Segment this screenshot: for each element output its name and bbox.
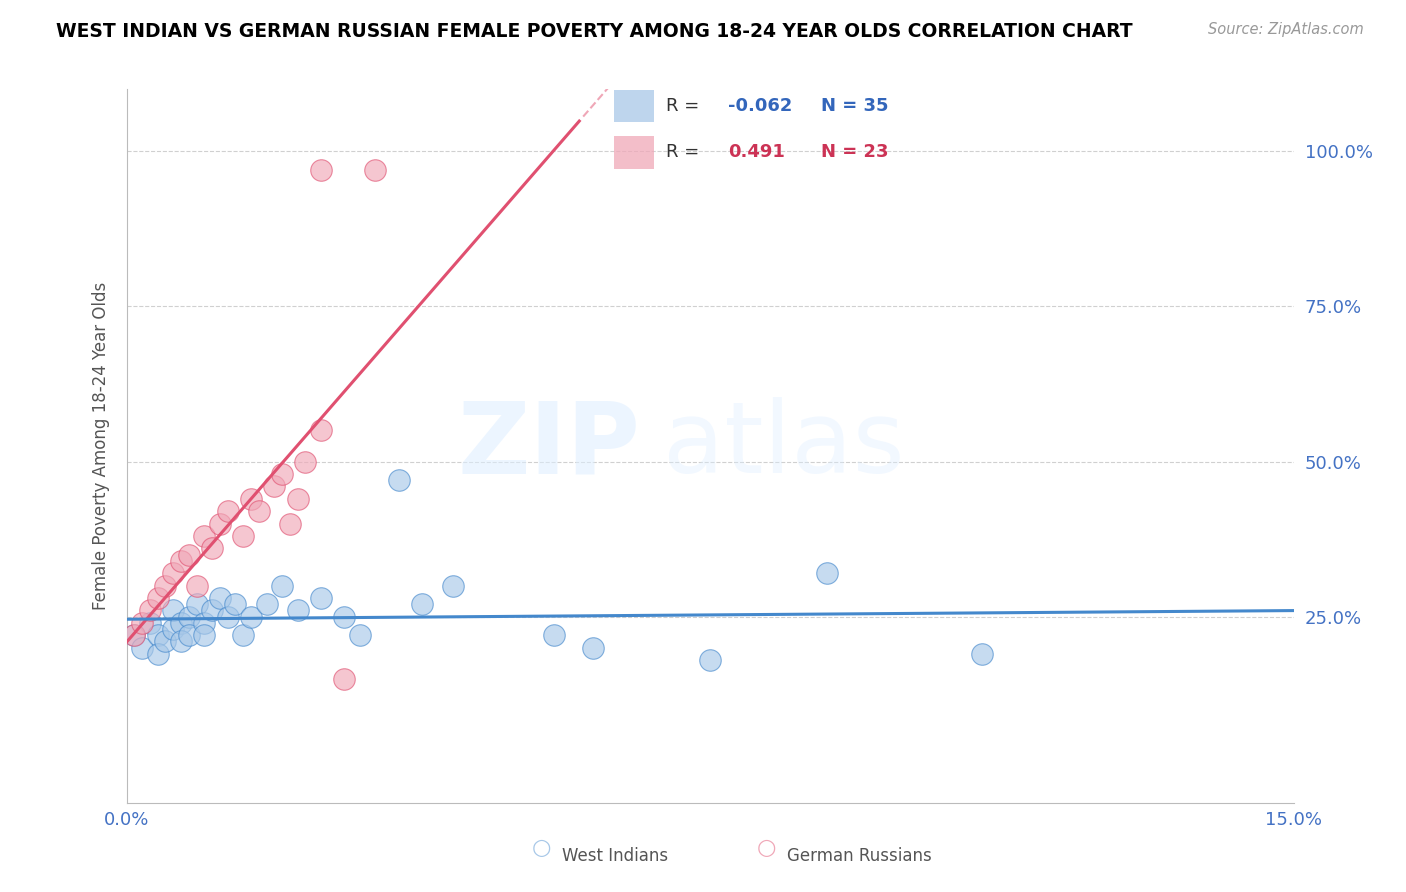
Point	[193, 615, 215, 630]
Text: -0.062: -0.062	[728, 97, 793, 115]
FancyBboxPatch shape	[614, 90, 654, 122]
Point	[388, 473, 411, 487]
Text: WEST INDIAN VS GERMAN RUSSIAN FEMALE POVERTY AMONG 18-24 YEAR OLDS CORRELATION C: WEST INDIAN VS GERMAN RUSSIAN FEMALE POV…	[56, 22, 1133, 41]
Point	[124, 628, 146, 642]
Text: ZIP: ZIP	[457, 398, 640, 494]
Text: ○: ○	[531, 838, 551, 858]
Point	[208, 591, 231, 605]
Point	[232, 529, 254, 543]
Point	[309, 424, 332, 438]
Point	[217, 609, 239, 624]
Point	[201, 603, 224, 617]
Point	[224, 597, 246, 611]
Point	[699, 653, 721, 667]
Point	[208, 516, 231, 531]
Point	[815, 566, 838, 581]
Point	[193, 628, 215, 642]
Text: German Russians: German Russians	[787, 847, 932, 865]
Point	[972, 647, 994, 661]
Point	[155, 634, 177, 648]
Text: ○: ○	[756, 838, 776, 858]
Point	[177, 609, 200, 624]
Point	[309, 591, 332, 605]
Text: atlas: atlas	[664, 398, 905, 494]
Text: R =: R =	[666, 97, 700, 115]
Point	[333, 672, 356, 686]
Point	[170, 634, 193, 648]
Point	[146, 591, 169, 605]
Point	[247, 504, 270, 518]
Text: R =: R =	[666, 143, 700, 161]
Point	[186, 597, 208, 611]
Point	[263, 479, 285, 493]
Point	[155, 579, 177, 593]
Point	[411, 597, 433, 611]
Point	[309, 162, 332, 177]
Point	[278, 516, 301, 531]
Point	[201, 541, 224, 556]
Point	[170, 554, 193, 568]
Text: Source: ZipAtlas.com: Source: ZipAtlas.com	[1208, 22, 1364, 37]
Point	[162, 603, 184, 617]
Point	[146, 647, 169, 661]
Point	[287, 491, 309, 506]
Point	[139, 615, 162, 630]
Point	[232, 628, 254, 642]
Point	[217, 504, 239, 518]
FancyBboxPatch shape	[614, 136, 654, 169]
Point	[441, 579, 464, 593]
Point	[333, 609, 356, 624]
Point	[177, 628, 200, 642]
Point	[193, 529, 215, 543]
Point	[139, 603, 162, 617]
Point	[256, 597, 278, 611]
Text: West Indians: West Indians	[562, 847, 668, 865]
Point	[162, 566, 184, 581]
Point	[177, 548, 200, 562]
Point	[287, 603, 309, 617]
Point	[124, 628, 146, 642]
Point	[162, 622, 184, 636]
Point	[349, 628, 371, 642]
Point	[170, 615, 193, 630]
Point	[131, 640, 153, 655]
Point	[131, 615, 153, 630]
Point	[543, 628, 565, 642]
Point	[146, 628, 169, 642]
Text: 0.491: 0.491	[728, 143, 785, 161]
Text: N = 35: N = 35	[821, 97, 889, 115]
Point	[271, 579, 294, 593]
Point	[364, 162, 387, 177]
Point	[240, 609, 263, 624]
Point	[240, 491, 263, 506]
Point	[271, 467, 294, 481]
Point	[294, 454, 316, 468]
Point	[582, 640, 605, 655]
Y-axis label: Female Poverty Among 18-24 Year Olds: Female Poverty Among 18-24 Year Olds	[91, 282, 110, 610]
Point	[186, 579, 208, 593]
Text: N = 23: N = 23	[821, 143, 889, 161]
